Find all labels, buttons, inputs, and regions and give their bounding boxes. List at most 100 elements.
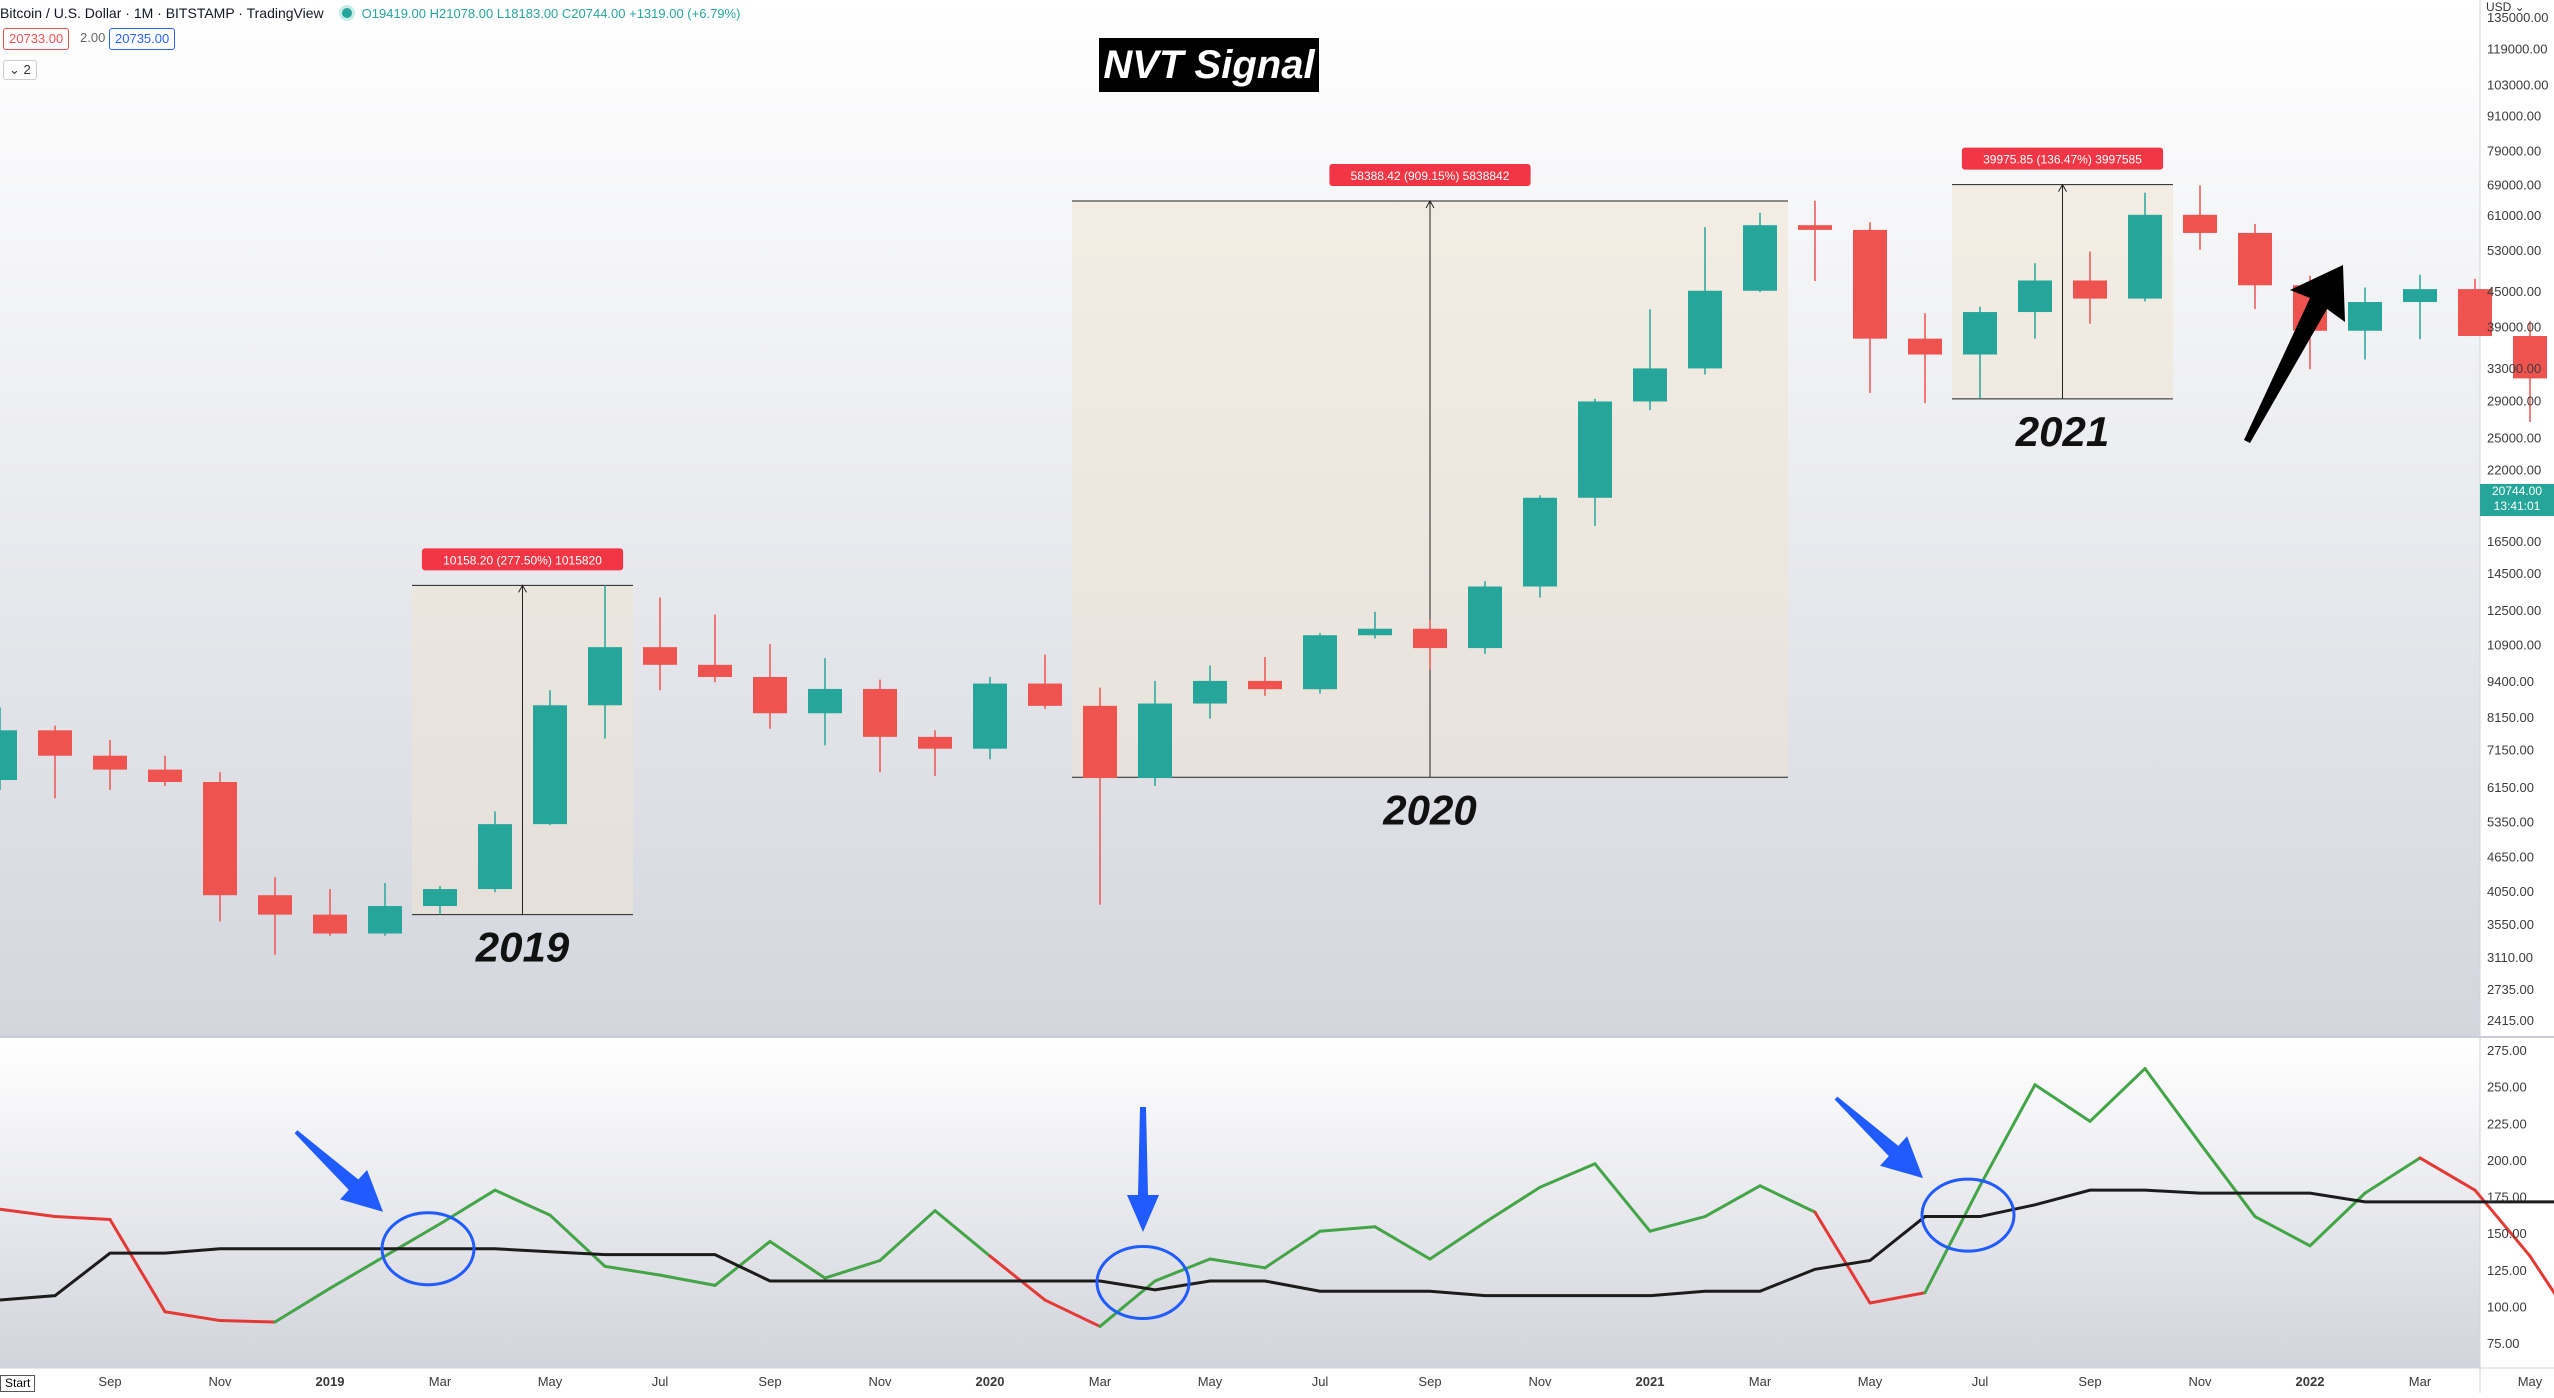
candle[interactable]	[423, 886, 457, 915]
candle[interactable]	[0, 707, 17, 791]
candle-body	[423, 889, 457, 907]
crossover-circle	[380, 1211, 476, 1287]
candle-body	[918, 736, 952, 749]
symbol-title[interactable]: Bitcoin / U.S. Dollar · 1M · BITSTAMP · …	[0, 5, 324, 21]
nvt-signal-segment	[328, 1254, 387, 1290]
nvt-tick-label: 175.00	[2487, 1190, 2527, 1205]
candle[interactable]	[2348, 287, 2382, 360]
candle[interactable]	[1303, 633, 1337, 694]
price-tick-label: 16500.00	[2487, 534, 2541, 549]
range-label: 58388.42 (909.15%) 5838842	[1351, 169, 1510, 183]
nvt-signal-segment	[1758, 1184, 1817, 1214]
year-label: 2019	[475, 924, 570, 971]
time-tick-label: May	[538, 1374, 563, 1389]
candle[interactable]	[588, 585, 622, 739]
candle[interactable]	[1963, 306, 1997, 399]
candle[interactable]	[2128, 192, 2162, 302]
candle[interactable]	[698, 614, 732, 683]
price-tick-label: 45000.00	[2487, 284, 2541, 299]
collapse-indicators-button[interactable]: ⌄ 2	[3, 60, 37, 80]
start-button[interactable]: Start	[0, 1375, 36, 1392]
time-tick-label: Mar	[429, 1374, 452, 1389]
nvt-signal-segment	[1153, 1257, 1212, 1283]
price-tick-label: 39000.00	[2487, 320, 2541, 335]
price-tick-label: 4650.00	[2487, 850, 2534, 865]
candle[interactable]	[368, 883, 402, 936]
candle-body	[2513, 335, 2547, 379]
candle[interactable]	[1798, 200, 1832, 282]
candle[interactable]	[1743, 212, 1777, 293]
time-tick-label: Mar	[1089, 1374, 1112, 1389]
nvt-tick-label: 75.00	[2487, 1336, 2520, 1351]
candle-body	[0, 730, 17, 781]
price-tick-label: 4050.00	[2487, 884, 2534, 899]
time-tick-label: Jul	[1972, 1374, 1989, 1389]
nvt-signal-segment	[0, 1207, 57, 1219]
currency-selector[interactable]: USD ⌄	[2486, 0, 2525, 14]
candle[interactable]	[2238, 223, 2272, 310]
bid-chip[interactable]: 20733.00	[3, 28, 70, 50]
candle[interactable]	[863, 679, 897, 773]
candle[interactable]	[918, 730, 952, 777]
candle[interactable]	[1248, 657, 1282, 696]
candle[interactable]	[1413, 619, 1447, 670]
candle[interactable]	[38, 725, 72, 799]
candle[interactable]	[533, 690, 567, 826]
candle[interactable]	[2018, 263, 2052, 339]
nvt-pane-background	[0, 1038, 2480, 1368]
candle[interactable]	[808, 658, 842, 746]
candle[interactable]	[2183, 185, 2217, 250]
candle[interactable]	[1193, 665, 1227, 719]
time-tick-label: Nov	[208, 1374, 232, 1389]
price-tick-label: 6150.00	[2487, 780, 2534, 795]
candle[interactable]	[643, 597, 677, 691]
candle-body	[148, 769, 182, 782]
crossover-circle	[1920, 1177, 2016, 1253]
candle[interactable]	[1468, 581, 1502, 654]
candle[interactable]	[2458, 278, 2492, 336]
price-tick-label: 3110.00	[2487, 950, 2533, 965]
time-axis[interactable]: Sep Nov 2019 Mar May Jul Sep Nov 2020 Mar May Jul Se…	[98, 1374, 2554, 1389]
range-label: 39975.85 (136.47%) 3997585	[1983, 153, 2142, 167]
price-tick-label: 69000.00	[2487, 177, 2541, 192]
candle[interactable]	[2073, 251, 2107, 324]
candle-body	[203, 781, 237, 896]
candle[interactable]	[1853, 222, 1887, 393]
candle[interactable]	[1578, 398, 1612, 526]
time-tick-label: Nov	[1528, 1374, 1552, 1389]
candle[interactable]	[313, 889, 347, 936]
price-axis[interactable]: 2415.00 2735.00 3110.00 3550.00 4050.00 4650.…	[2487, 10, 2548, 1028]
candle[interactable]	[1523, 495, 1557, 598]
candle[interactable]	[753, 644, 787, 729]
price-tick-label: 25000.00	[2487, 430, 2541, 445]
nvt-axis[interactable]: 75.00 100.00 125.00 150.00 175.00 200.00 225.0…	[2487, 1043, 2527, 1351]
nvt-tick-label: 125.00	[2487, 1263, 2527, 1278]
candle-body	[643, 647, 677, 665]
ohlc-values: O19419.00 H21078.00 L18183.00 C20744.00 …	[361, 5, 741, 21]
candle-body	[313, 914, 347, 934]
candle[interactable]	[1688, 227, 1722, 375]
candle-body	[258, 895, 292, 915]
candle[interactable]	[2403, 274, 2437, 340]
nvt-tick-label: 225.00	[2487, 1116, 2527, 1131]
nvt-signal-segment	[878, 1209, 937, 1262]
candle[interactable]	[1358, 611, 1392, 639]
candle[interactable]	[258, 877, 292, 955]
nvt-signal-segment	[1648, 1215, 1707, 1233]
candle[interactable]	[2513, 321, 2547, 422]
candle[interactable]	[973, 676, 1007, 760]
candle[interactable]	[1633, 309, 1667, 411]
candle[interactable]	[1083, 687, 1117, 905]
price-tick-label: 9400.00	[2487, 674, 2534, 689]
candle[interactable]	[1908, 313, 1942, 404]
candle[interactable]	[93, 740, 127, 791]
ask-chip[interactable]: 20735.00	[109, 28, 176, 50]
candle[interactable]	[203, 772, 237, 922]
candle[interactable]	[1138, 680, 1172, 786]
price-tick-label: 7150.00	[2487, 742, 2534, 757]
candle[interactable]	[478, 811, 512, 893]
candle[interactable]	[1028, 654, 1062, 709]
nvt-signal-segment	[988, 1254, 1047, 1302]
candle-body	[93, 755, 127, 770]
candle[interactable]	[148, 755, 182, 786]
